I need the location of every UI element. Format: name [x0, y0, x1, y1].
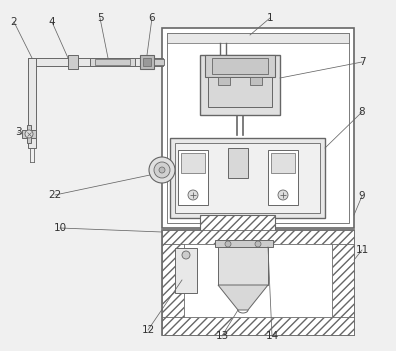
Bar	[268, 150, 298, 205]
Text: 6: 6	[148, 13, 155, 23]
Bar	[167, 33, 349, 43]
Text: 11: 11	[355, 245, 369, 255]
Bar	[140, 55, 154, 69]
Text: 13: 13	[215, 331, 228, 341]
Bar	[205, 55, 275, 77]
Text: 12: 12	[141, 325, 154, 335]
Bar	[212, 58, 268, 74]
Bar	[175, 143, 320, 213]
Bar	[175, 248, 197, 293]
Text: 22: 22	[48, 190, 62, 200]
Circle shape	[159, 167, 165, 173]
Bar	[250, 77, 262, 85]
Polygon shape	[218, 285, 268, 310]
Bar	[271, 153, 295, 173]
Bar	[200, 215, 275, 233]
Bar	[162, 230, 354, 244]
Text: 1: 1	[267, 13, 273, 23]
Circle shape	[25, 130, 33, 138]
Bar	[170, 138, 325, 218]
Bar	[28, 58, 36, 148]
Circle shape	[188, 190, 198, 200]
Bar	[208, 77, 272, 107]
Bar	[162, 230, 354, 335]
Circle shape	[149, 157, 175, 183]
Bar	[200, 55, 280, 115]
Circle shape	[278, 190, 288, 200]
Text: 8: 8	[359, 107, 366, 117]
Bar	[228, 148, 248, 178]
Text: 9: 9	[359, 191, 366, 201]
Text: 5: 5	[97, 13, 103, 23]
Bar	[184, 244, 332, 317]
Circle shape	[154, 162, 170, 178]
Bar	[162, 230, 184, 335]
Bar	[68, 55, 78, 69]
Text: 4: 4	[49, 17, 55, 27]
Bar	[95, 59, 130, 65]
Text: 7: 7	[359, 57, 366, 67]
Circle shape	[182, 251, 190, 259]
Bar	[143, 58, 151, 66]
Bar	[22, 130, 36, 138]
Bar	[27, 125, 31, 143]
Text: 14: 14	[265, 331, 279, 341]
Bar	[162, 28, 354, 228]
Bar	[28, 58, 163, 66]
Bar	[332, 230, 354, 335]
Bar	[162, 317, 354, 335]
Bar	[181, 153, 205, 173]
Text: 3: 3	[15, 127, 21, 137]
Circle shape	[225, 241, 231, 247]
Bar	[90, 58, 135, 66]
Bar	[167, 33, 349, 223]
Text: 2: 2	[11, 17, 17, 27]
Bar	[218, 77, 230, 85]
Text: 10: 10	[53, 223, 67, 233]
Bar	[218, 240, 268, 285]
Bar	[215, 240, 273, 247]
Bar	[154, 59, 164, 65]
Circle shape	[255, 241, 261, 247]
Bar	[178, 150, 208, 205]
